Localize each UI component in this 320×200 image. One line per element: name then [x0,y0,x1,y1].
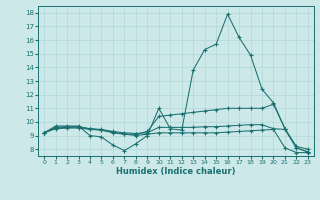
X-axis label: Humidex (Indice chaleur): Humidex (Indice chaleur) [116,167,236,176]
